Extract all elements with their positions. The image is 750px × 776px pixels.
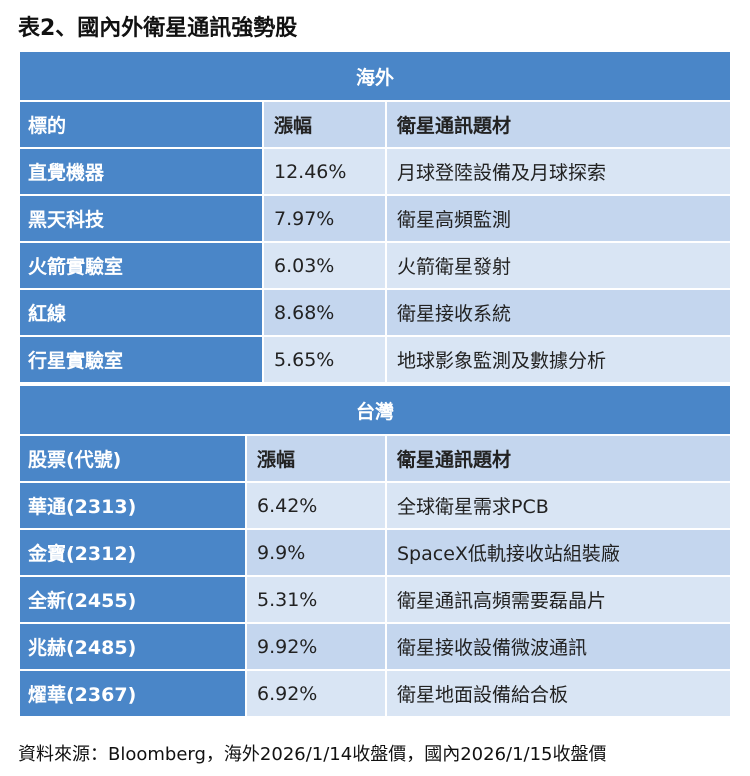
column-header: 標的 — [18, 100, 264, 149]
table-cell: 衛星接收設備微波通訊 — [384, 622, 733, 671]
table-row: 黑天科技 7.97% 衛星高頻監測 — [18, 194, 733, 243]
table-cell: 火箭衛星發射 — [384, 241, 733, 290]
table-cell: 黑天科技 — [18, 194, 264, 243]
table-wrap: 海外 標的 漲幅 衛星通訊題材 直覺機器 12.46% 月球登陸設備及月球探索 黑天科技 7.9… — [17, 50, 733, 718]
section-header: 台灣 — [17, 384, 733, 436]
title: 表2、國內外衛星通訊強勢股 — [18, 16, 298, 41]
section-row: 海外 — [17, 50, 733, 102]
table-cell: 燿華(2367) — [18, 669, 247, 718]
table-cell: 兆赫(2485) — [18, 622, 247, 671]
section-table: 台灣 股票(代號) 漲幅 衛星通訊題材 華通(2313) 6.42% 全球衛星需求PCB 金寶… — [17, 384, 733, 718]
column-header: 股票(代號) — [18, 434, 247, 483]
table-row: 金寶(2312) 9.9% SpaceX低軌接收站組裝廠 — [18, 528, 733, 577]
table-cell: 地球影象監測及數據分析 — [384, 335, 733, 384]
column-header: 漲幅 — [262, 100, 387, 149]
table-cell: 5.65% — [262, 335, 387, 384]
table-cell: 8.68% — [262, 288, 387, 337]
table-row: 全新(2455) 5.31% 衛星通訊高頻需要磊晶片 — [18, 575, 733, 624]
table-cell: 衛星高頻監測 — [384, 194, 733, 243]
table-cell: 衛星接收系統 — [384, 288, 733, 337]
table-row: 直覺機器 12.46% 月球登陸設備及月球探索 — [18, 147, 733, 196]
table-cell: 9.9% — [245, 528, 387, 577]
table-cell: 7.97% — [262, 194, 387, 243]
table-cell: 行星實驗室 — [18, 335, 264, 384]
column-header: 衛星通訊題材 — [384, 434, 733, 483]
table-cell: 華通(2313) — [18, 481, 247, 530]
section-table: 海外 標的 漲幅 衛星通訊題材 直覺機器 12.46% 月球登陸設備及月球探索 黑天科技 7.9… — [17, 50, 733, 384]
table-row: 兆赫(2485) 9.92% 衛星接收設備微波通訊 — [18, 622, 733, 671]
table-cell: 直覺機器 — [18, 147, 264, 196]
table-cell: 全新(2455) — [18, 575, 247, 624]
table-row: 火箭實驗室 6.03% 火箭衛星發射 — [18, 241, 733, 290]
header-row: 股票(代號) 漲幅 衛星通訊題材 — [18, 434, 733, 483]
table-row: 華通(2313) 6.42% 全球衛星需求PCB — [18, 481, 733, 530]
table-row: 紅線 8.68% 衛星接收系統 — [18, 288, 733, 337]
table-cell: 紅線 — [18, 288, 264, 337]
section-header: 海外 — [17, 50, 733, 102]
table-row: 行星實驗室 5.65% 地球影象監測及數據分析 — [18, 335, 733, 384]
table-cell: 火箭實驗室 — [18, 241, 264, 290]
table-cell: 5.31% — [245, 575, 387, 624]
column-header: 漲幅 — [245, 434, 387, 483]
table-cell: 6.92% — [245, 669, 387, 718]
table-cell: 6.42% — [245, 481, 387, 530]
source: 資料來源：Bloomberg，海外2026/1/14收盤價，國內2026/1/1… — [18, 744, 607, 765]
section-row: 台灣 — [17, 384, 733, 436]
table-cell: 全球衛星需求PCB — [384, 481, 733, 530]
header-row: 標的 漲幅 衛星通訊題材 — [18, 100, 733, 149]
table-cell: 9.92% — [245, 622, 387, 671]
table-cell: 衛星通訊高頻需要磊晶片 — [384, 575, 733, 624]
table-cell: 12.46% — [262, 147, 387, 196]
table-cell: 金寶(2312) — [18, 528, 247, 577]
table-row: 燿華(2367) 6.92% 衛星地面設備給合板 — [18, 669, 733, 718]
table-cell: 6.03% — [262, 241, 387, 290]
table-cell: 衛星地面設備給合板 — [384, 669, 733, 718]
table-cell: SpaceX低軌接收站組裝廠 — [384, 528, 733, 577]
table-cell: 月球登陸設備及月球探索 — [384, 147, 733, 196]
column-header: 衛星通訊題材 — [384, 100, 733, 149]
